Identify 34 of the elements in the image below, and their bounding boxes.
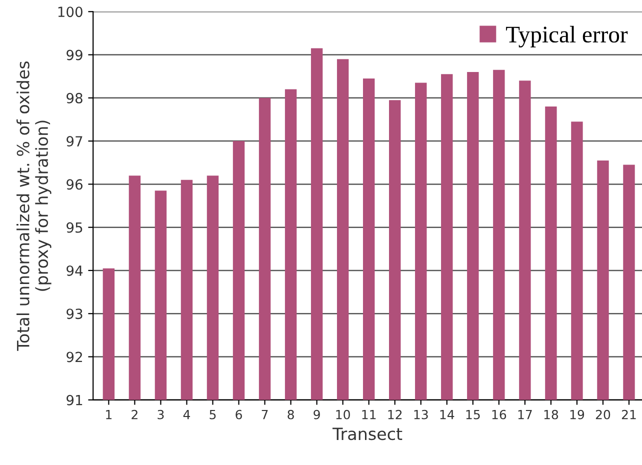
legend-label: Typical error [506, 26, 628, 48]
x-tick-label: 13 [414, 410, 428, 420]
y-tick-label: 100 [58, 6, 82, 18]
x-tick-label: 15 [466, 410, 480, 420]
y-tick-label: 91 [66, 394, 82, 406]
x-axis-title: Transect [332, 428, 402, 440]
x-tick-label: 2 [132, 410, 138, 420]
x-tick-label: 21 [622, 410, 636, 420]
x-tick-label: 8 [288, 410, 294, 420]
x-tick-label: 1 [106, 410, 112, 420]
y-tick-label: 97 [66, 136, 82, 147]
x-tick-label: 16 [492, 410, 506, 420]
x-tick-label: 9 [314, 410, 320, 420]
y-tick-label: 96 [66, 179, 82, 190]
x-tick-label: 6 [236, 410, 242, 420]
x-tick-label: 14 [440, 410, 454, 420]
x-tick-label: 19 [570, 410, 584, 420]
x-tick-label: 3 [158, 410, 164, 420]
y-tick-label: 94 [66, 265, 83, 276]
y-tick-label: 98 [66, 92, 82, 104]
x-tick-label: 20 [596, 410, 610, 420]
x-tick-label: 5 [210, 410, 216, 420]
y-tick-label: 92 [66, 352, 82, 362]
x-tick-label: 18 [544, 410, 558, 420]
x-tick-label: 11 [362, 410, 376, 420]
y-tick-label: 95 [66, 222, 82, 233]
x-tick-label: 4 [183, 410, 190, 420]
x-tick-label: 17 [518, 410, 532, 420]
y-tick-label: 93 [66, 308, 82, 320]
x-tick-label: 7 [262, 410, 268, 420]
y-tick-label: 99 [66, 50, 82, 60]
y-axis-title: Total unnormalized wt. % of oxides (proxy for hydration) [16, 61, 52, 351]
x-tick-label: 10 [336, 410, 350, 420]
x-tick-label: 12 [388, 410, 402, 420]
